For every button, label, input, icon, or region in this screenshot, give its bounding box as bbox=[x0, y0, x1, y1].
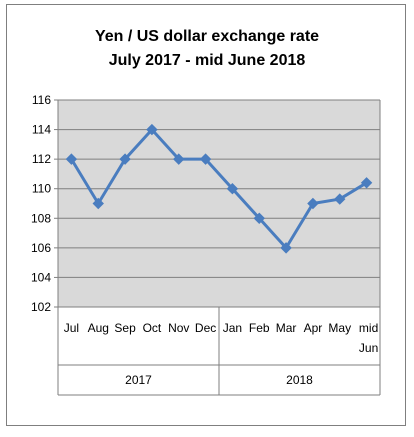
x-tick-label-11-line-2: Jun bbox=[359, 341, 378, 355]
chart-title-line-2: July 2017 - mid June 2018 bbox=[108, 52, 306, 69]
x-tick-label-4: Nov bbox=[168, 321, 189, 335]
data-point-6 bbox=[226, 183, 239, 195]
x-tick-label-9: Apr bbox=[304, 321, 323, 335]
x-tick-label-10: May bbox=[328, 321, 351, 335]
y-tick-label-116: 116 bbox=[32, 93, 51, 107]
data-point-1 bbox=[92, 197, 104, 210]
x-tick-label-7: Feb bbox=[249, 321, 270, 335]
x-tick-label-5: Dec bbox=[195, 321, 216, 335]
y-tick-label-102: 102 bbox=[31, 300, 51, 314]
y-tick-label-108: 108 bbox=[31, 211, 51, 225]
group-label-2018: 2018 bbox=[286, 373, 313, 387]
x-tick-label-8: Mar bbox=[276, 321, 297, 335]
data-point-9 bbox=[307, 197, 319, 210]
x-tick-label-1: Aug bbox=[88, 321, 109, 335]
data-point-4 bbox=[173, 153, 185, 165]
y-tick-label-112: 112 bbox=[32, 152, 51, 166]
x-tick-label-0: Jul bbox=[64, 321, 79, 335]
x-tick-label-6: Jan bbox=[223, 321, 242, 335]
x-tick-label-11: mid bbox=[359, 321, 378, 335]
data-point-10 bbox=[334, 193, 346, 205]
y-tick-label-114: 114 bbox=[32, 123, 51, 137]
group-label-2017: 2017 bbox=[125, 373, 152, 387]
y-tick-label-104: 104 bbox=[31, 270, 51, 284]
data-point-0 bbox=[65, 153, 78, 165]
data-point-2 bbox=[119, 153, 131, 165]
data-point-5 bbox=[199, 153, 212, 165]
y-tick-label-110: 110 bbox=[32, 182, 51, 196]
x-tick-label-2: Sep bbox=[114, 321, 136, 335]
data-point-3 bbox=[146, 123, 158, 136]
x-tick-label-3: Oct bbox=[143, 321, 162, 335]
plot-area bbox=[58, 100, 380, 307]
chart-title-line-1: Yen / US dollar exchange rate bbox=[94, 28, 320, 45]
data-point-8 bbox=[280, 242, 292, 254]
y-tick-label-106: 106 bbox=[31, 241, 51, 255]
data-point-7 bbox=[253, 212, 265, 224]
data-point-11 bbox=[360, 177, 373, 189]
